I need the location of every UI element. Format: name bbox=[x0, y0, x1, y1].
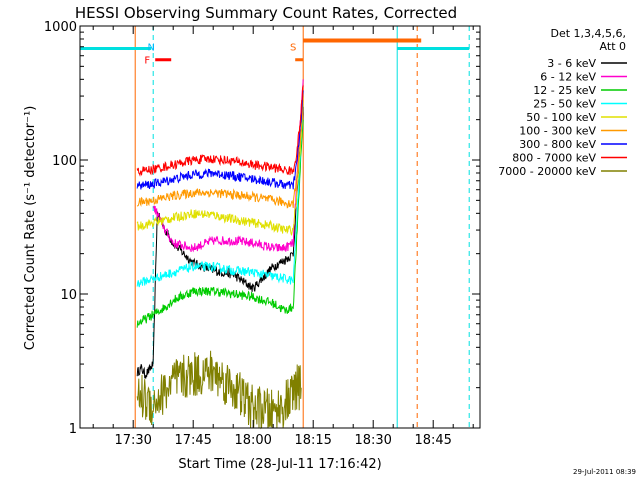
legend-label-100-300-kev: 100 - 300 keV bbox=[519, 125, 596, 138]
legend-label-7000-20000-kev: 7000 - 20000 keV bbox=[498, 165, 596, 178]
y-tick-label-100: 100 bbox=[52, 154, 77, 169]
x-tick-label-17-45: 17:45 bbox=[174, 433, 211, 448]
legend-label-25-50-kev: 25 - 50 keV bbox=[533, 98, 596, 111]
legend-label-6-12-kev: 6 - 12 keV bbox=[540, 71, 596, 84]
legend-label-300-800-kev: 300 - 800 keV bbox=[519, 138, 596, 151]
legend-label-12-25-kev: 12 - 25 keV bbox=[533, 84, 596, 97]
series-line-800-7000-kev bbox=[136, 85, 304, 177]
x-tick-label-18-45: 18:45 bbox=[414, 433, 451, 448]
y-tick-label-1: 1 bbox=[69, 422, 77, 437]
legend-header-line-2: Att 0 bbox=[600, 40, 626, 53]
x-tick-label-18-15: 18:15 bbox=[294, 433, 331, 448]
y-tick-label-10: 10 bbox=[60, 288, 77, 303]
plot-frame bbox=[79, 25, 481, 429]
x-tick-label-18-30: 18:30 bbox=[354, 433, 391, 448]
series-line-12-25-kev bbox=[136, 119, 304, 328]
y-tick-label-1000: 1000 bbox=[44, 20, 77, 35]
legend-label-800-7000-kev: 800 - 7000 keV bbox=[512, 152, 596, 165]
timestamp: 29-Jul-2011 08:39 bbox=[573, 468, 636, 476]
flag-label-n: N bbox=[147, 43, 154, 54]
chart-title: HESSI Observing Summary Count Rates, Cor… bbox=[75, 4, 457, 22]
series-line-7000-20000-kev bbox=[136, 350, 302, 430]
series-line-300-800-kev bbox=[136, 90, 304, 190]
y-axis-label: Corrected Count Rate (s⁻¹ detector⁻¹) bbox=[23, 106, 38, 351]
x-tick-label-18-00: 18:00 bbox=[234, 433, 271, 448]
legend-label-3-6-kev: 3 - 6 keV bbox=[547, 57, 596, 70]
x-tick-label-17-30: 17:30 bbox=[114, 433, 151, 448]
legend-label-50-100-kev: 50 - 100 keV bbox=[526, 111, 596, 124]
series-line-25-50-kev bbox=[136, 104, 304, 288]
series-line-6-12-kev bbox=[152, 79, 304, 253]
series-layer bbox=[136, 79, 304, 430]
axes: 1 10 100 1000 17:30 17:45 18:00 18:15 18:30 18:45 bbox=[44, 20, 481, 448]
series-line-100-300-kev bbox=[136, 96, 304, 209]
x-axis-label: Start Time (28-Jul-11 17:16:42) bbox=[178, 457, 381, 472]
legend-header-line-1: Det 1,3,4,5,6, bbox=[550, 27, 626, 40]
flag-label-f: F bbox=[144, 56, 150, 67]
flag-label-s: S bbox=[290, 43, 296, 54]
series-line-50-100-kev bbox=[136, 100, 304, 237]
